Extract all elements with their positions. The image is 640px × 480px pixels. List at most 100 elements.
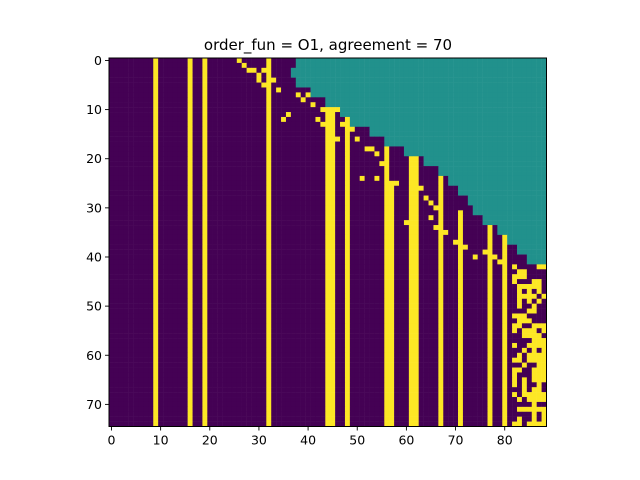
heatmap-cell xyxy=(217,121,223,128)
heatmap-cell xyxy=(448,171,454,177)
heatmap-cell xyxy=(163,97,169,103)
heatmap-cell xyxy=(241,131,247,137)
heatmap-cell xyxy=(325,288,331,295)
heatmap-cell xyxy=(472,259,478,265)
heatmap-cell xyxy=(285,151,292,157)
heatmap-cell xyxy=(113,254,120,260)
heatmap-cell xyxy=(212,67,218,73)
heatmap-cell xyxy=(251,200,257,206)
heatmap-cell xyxy=(310,146,316,152)
heatmap-cell xyxy=(182,121,188,128)
heatmap-cell xyxy=(340,279,346,285)
heatmap-cell xyxy=(428,244,434,250)
heatmap-cell xyxy=(285,313,292,319)
heatmap-cell xyxy=(153,210,159,216)
heatmap-cell xyxy=(418,116,424,123)
heatmap-cell xyxy=(423,229,429,236)
heatmap-cell xyxy=(222,298,228,304)
heatmap-cell xyxy=(512,156,518,162)
heatmap-cell xyxy=(369,175,375,182)
heatmap-cell xyxy=(349,190,356,196)
heatmap-cell xyxy=(187,313,193,319)
heatmap-cell xyxy=(212,298,218,304)
heatmap-cell xyxy=(413,259,419,265)
heatmap-cell xyxy=(448,107,454,113)
heatmap-cell xyxy=(428,234,434,241)
heatmap-cell xyxy=(335,313,341,319)
heatmap-cell xyxy=(128,298,134,304)
heatmap-cell xyxy=(472,269,478,275)
heatmap-cell xyxy=(536,195,542,201)
heatmap-cell xyxy=(418,200,424,206)
heatmap-cell xyxy=(177,234,183,241)
heatmap-cell xyxy=(453,220,459,226)
heatmap-cell xyxy=(300,146,306,152)
heatmap-cell xyxy=(290,72,297,78)
heatmap-cell xyxy=(192,274,198,280)
heatmap-cell xyxy=(138,303,144,309)
heatmap-cell xyxy=(477,313,483,319)
heatmap-cell xyxy=(379,190,385,196)
heatmap-cell xyxy=(497,259,503,265)
heatmap-cell xyxy=(531,269,537,275)
heatmap-cell xyxy=(118,107,124,113)
heatmap-cell xyxy=(251,72,257,78)
heatmap-cell xyxy=(256,303,262,309)
heatmap-cell xyxy=(467,146,474,152)
heatmap-cell xyxy=(143,279,149,285)
heatmap-cell xyxy=(467,254,474,260)
heatmap-cell xyxy=(167,234,174,241)
heatmap-cell xyxy=(423,215,429,221)
heatmap-cell xyxy=(251,175,257,182)
heatmap-cell xyxy=(128,82,134,88)
heatmap-cell xyxy=(153,313,159,319)
heatmap-cell xyxy=(241,308,247,314)
heatmap-cell xyxy=(290,239,297,245)
heatmap-cell xyxy=(226,259,233,265)
heatmap-cell xyxy=(531,264,537,270)
heatmap-cell xyxy=(384,205,390,211)
heatmap-cell xyxy=(462,298,469,304)
heatmap-cell xyxy=(354,72,360,78)
heatmap-cell xyxy=(413,328,419,334)
heatmap-cell xyxy=(182,62,188,69)
heatmap-cell xyxy=(462,97,469,103)
heatmap-cell xyxy=(158,175,164,182)
heatmap-cell xyxy=(212,131,218,137)
heatmap-cell xyxy=(325,136,331,142)
heatmap-cell xyxy=(453,180,459,186)
heatmap-cell xyxy=(251,102,257,108)
heatmap-cell xyxy=(526,112,533,118)
heatmap-cell xyxy=(438,323,444,329)
heatmap-cell xyxy=(458,323,464,329)
heatmap-cell xyxy=(305,72,311,78)
heatmap-cell xyxy=(113,151,120,157)
heatmap-cell xyxy=(202,175,208,182)
heatmap-cell xyxy=(187,77,193,83)
heatmap-cell xyxy=(192,288,198,295)
heatmap-cell xyxy=(222,293,228,300)
heatmap-cell xyxy=(271,77,277,83)
heatmap-cell xyxy=(340,303,346,309)
heatmap-cell xyxy=(354,279,360,285)
heatmap-cell xyxy=(433,72,439,78)
heatmap-cell xyxy=(222,254,228,260)
heatmap-cell xyxy=(354,264,360,270)
heatmap-cell xyxy=(163,264,169,270)
heatmap-cell xyxy=(123,293,129,300)
heatmap-cell xyxy=(448,254,454,260)
heatmap-cell xyxy=(202,215,208,221)
heatmap-cell xyxy=(512,313,518,319)
heatmap-cell xyxy=(389,175,395,182)
heatmap-cell xyxy=(177,284,183,290)
heatmap-cell xyxy=(512,229,518,236)
heatmap-cell xyxy=(310,62,316,69)
heatmap-cell xyxy=(266,215,272,221)
heatmap-cell xyxy=(325,293,331,300)
heatmap-cell xyxy=(330,166,336,172)
heatmap-cell xyxy=(428,131,434,137)
heatmap-cell xyxy=(541,156,547,162)
heatmap-cell xyxy=(458,72,464,78)
heatmap-cell xyxy=(428,279,434,285)
heatmap-cell xyxy=(187,274,193,280)
